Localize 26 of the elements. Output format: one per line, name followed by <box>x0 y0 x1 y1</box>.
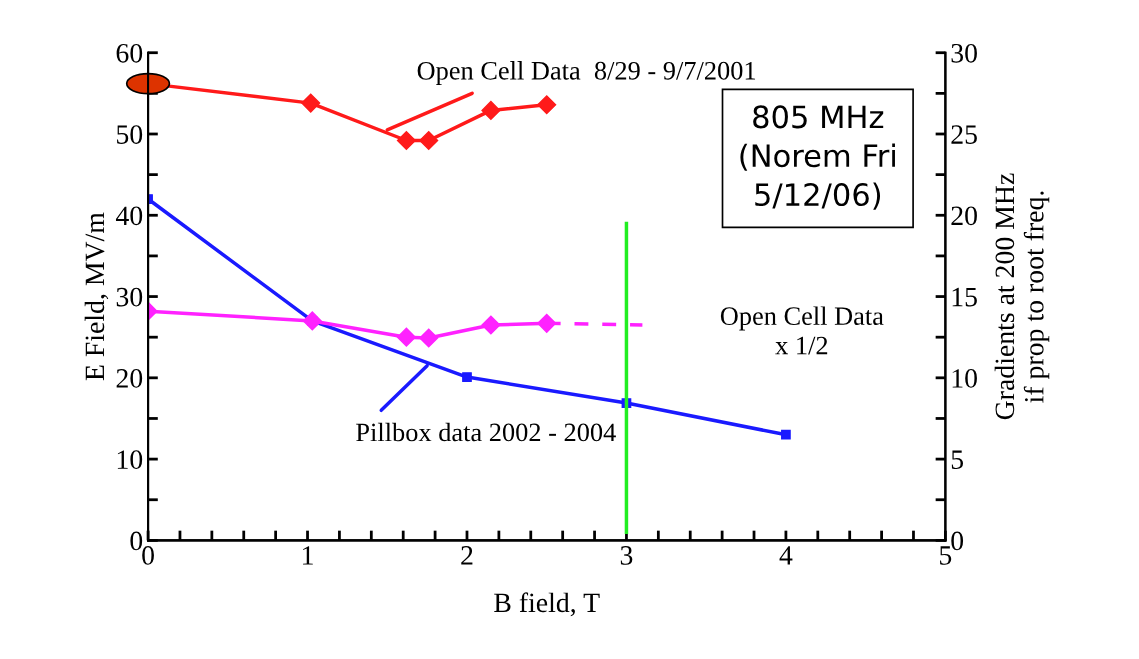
y2-tick-label: 10 <box>952 368 977 388</box>
y2-axis-title: Gradients at 200 MHz if prop to root freq. <box>994 173 1050 420</box>
y-axis-title: E Field, MV/m <box>84 212 109 381</box>
y-tick-label: 40 <box>115 206 143 226</box>
y-tick-label: 50 <box>117 125 143 144</box>
annotation: Open Cell Data 8/29 - 9/7/2001 <box>417 61 756 85</box>
y2-tick-label: 15 <box>952 287 977 307</box>
y-tick-label: 60 <box>116 43 143 63</box>
y2-tick-label: 0 <box>951 531 964 551</box>
annotation: Open Cell Data x 1/2 <box>720 306 884 355</box>
y2-tick-label: 25 <box>951 125 977 144</box>
y-tick-label: 30 <box>116 287 143 307</box>
x-tick-label: 4 <box>779 546 793 565</box>
y2-tick-label: 30 <box>951 43 977 63</box>
y-tick-label: 0 <box>130 531 143 551</box>
annotation: 805 MHz (Norem Fri 5/12/06) <box>740 105 895 210</box>
x-tick-label: 5 <box>940 546 952 565</box>
x-tick-label: 1 <box>303 546 313 565</box>
y-tick-label: 20 <box>116 368 143 388</box>
x-axis-title: B field, T <box>494 592 600 617</box>
y2-tick-label: 5 <box>951 450 964 470</box>
y-tick-label: 10 <box>117 450 143 470</box>
annotation: Pillbox data 2002 - 2004 <box>356 422 616 442</box>
x-tick-label: 3 <box>620 546 633 565</box>
x-tick-label: 2 <box>461 546 473 565</box>
y2-tick-label: 20 <box>951 206 977 226</box>
